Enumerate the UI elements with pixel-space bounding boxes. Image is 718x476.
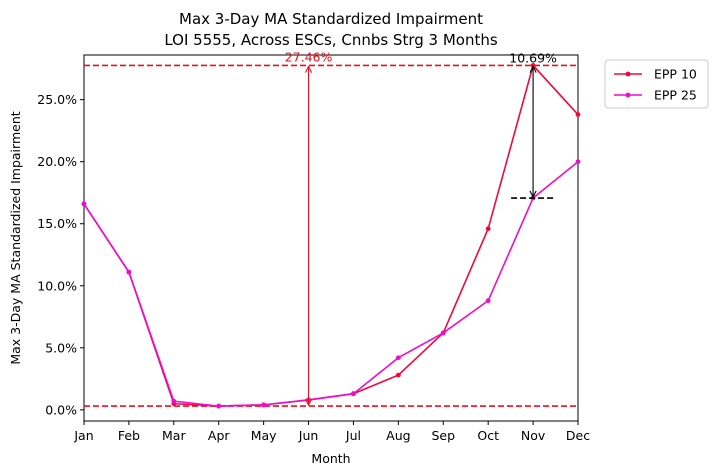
data-point bbox=[171, 398, 177, 404]
x-tick-label: May bbox=[251, 428, 277, 443]
x-tick-label: Jan bbox=[73, 428, 93, 443]
y-axis-ticks: 0.0% 5.0% 10.0% 15.0% 20.0% 25.0% bbox=[37, 92, 84, 417]
chart-title-line1: Max 3-Day MA Standardized Impairment bbox=[179, 10, 483, 28]
data-point bbox=[575, 112, 581, 117]
data-point bbox=[485, 298, 491, 304]
x-tick-label: Aug bbox=[386, 428, 410, 443]
data-point bbox=[216, 403, 222, 409]
chart-title-line2: LOI 5555, Across ESCs, Cnnbs Strg 3 Mont… bbox=[164, 31, 498, 49]
annotations-layer: 27.46% 10.69% bbox=[285, 49, 557, 405]
x-tick-label: Oct bbox=[477, 428, 499, 443]
y-tick-label: 10.0% bbox=[37, 278, 77, 293]
legend-label: EPP 10 bbox=[654, 67, 697, 82]
data-point bbox=[395, 372, 401, 378]
legend-frame bbox=[604, 59, 709, 109]
x-tick-label: Dec bbox=[566, 428, 590, 443]
data-point bbox=[395, 355, 401, 361]
series-epp-25 bbox=[81, 159, 581, 409]
y-tick-label: 15.0% bbox=[37, 216, 77, 231]
legend: EPP 10 EPP 25 bbox=[604, 59, 709, 109]
x-tick-label: Nov bbox=[521, 428, 546, 443]
data-point bbox=[485, 226, 491, 232]
x-tick-label: Jun bbox=[298, 428, 319, 443]
x-axis-ticks: Jan Feb Mar Apr May Jun Jul Aug Sep Oct Nov Dec bbox=[73, 421, 590, 443]
y-axis-label: Max 3-Day MA Standardized Impairment bbox=[8, 111, 23, 364]
range-label: 27.46% bbox=[285, 49, 333, 64]
data-point bbox=[261, 402, 267, 408]
legend-swatch-marker bbox=[625, 71, 631, 77]
x-tick-label: Feb bbox=[118, 428, 140, 443]
legend-label: EPP 25 bbox=[654, 88, 697, 103]
x-axis-label: Month bbox=[311, 451, 350, 466]
data-point bbox=[81, 201, 87, 207]
x-tick-label: Mar bbox=[162, 428, 186, 443]
y-tick-label: 0.0% bbox=[45, 402, 77, 417]
data-point bbox=[440, 330, 446, 336]
y-tick-label: 5.0% bbox=[45, 340, 77, 355]
legend-item: EPP 25 bbox=[614, 88, 697, 103]
legend-swatch-marker bbox=[625, 92, 631, 98]
series-line bbox=[83, 161, 579, 407]
x-tick-label: Jul bbox=[345, 428, 361, 443]
data-point bbox=[575, 159, 581, 165]
series-epp-10 bbox=[81, 63, 581, 409]
x-tick-label: Sep bbox=[431, 428, 455, 443]
data-point bbox=[351, 391, 356, 397]
y-tick-label: 25.0% bbox=[37, 92, 77, 107]
reference-lines bbox=[84, 64, 578, 407]
gap-label: 10.69% bbox=[509, 50, 557, 65]
y-tick-label: 20.0% bbox=[37, 154, 77, 169]
plot-area-frame bbox=[83, 54, 579, 422]
legend-item: EPP 10 bbox=[614, 67, 697, 82]
series-layer bbox=[81, 63, 581, 409]
data-point bbox=[126, 269, 132, 275]
x-tick-label: Apr bbox=[208, 428, 230, 443]
